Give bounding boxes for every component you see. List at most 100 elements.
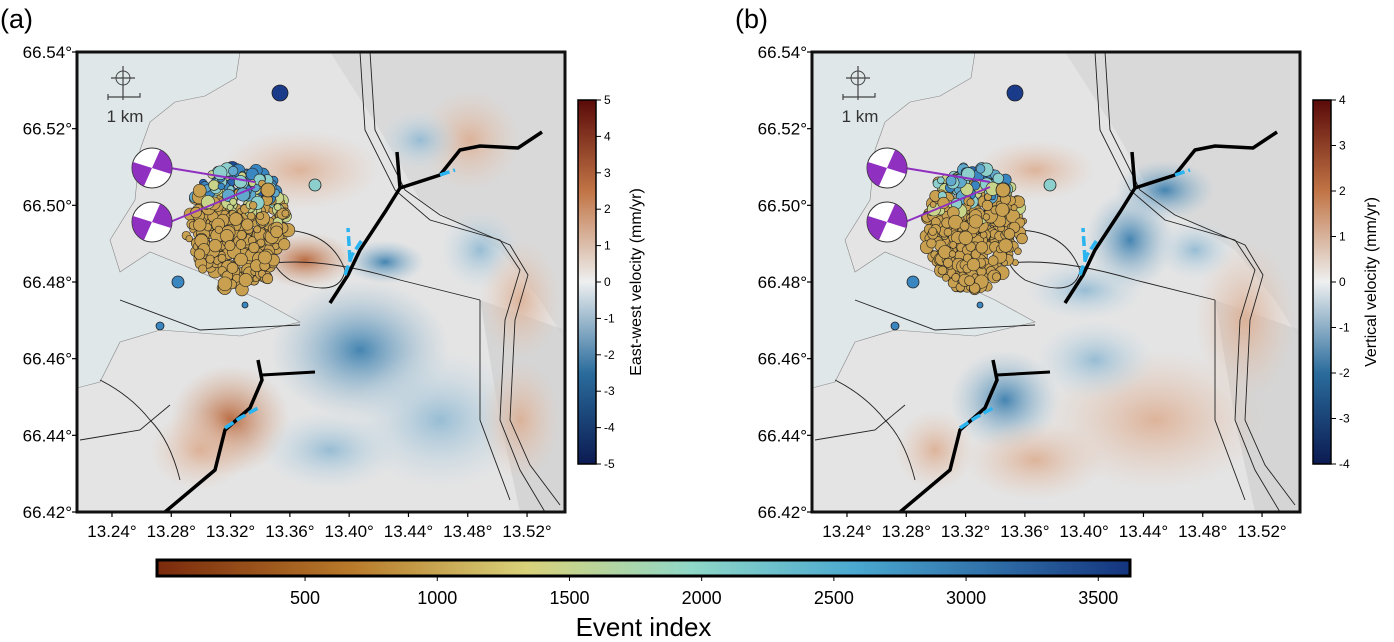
fault-outline [119,299,301,331]
colorbar-tick-label: -3 [604,384,615,398]
earthquake [198,264,208,274]
north-marker [107,66,141,100]
lon-tick-label: 13.32° [206,522,255,541]
colorbar-tick-label: 0 [604,275,611,289]
earthquake [938,245,952,259]
earthquake [948,250,957,258]
earthquake [217,182,225,191]
earthquake [229,212,243,226]
earthquake [249,201,258,210]
lat-tick-label: 66.52° [23,120,72,139]
earthquake [308,178,322,192]
beachball-quadrant [132,204,172,240]
earthquake [233,175,248,189]
panel: 1 km (b) 66.54° 66.52° 66.50° 66.48° 66.46° 66.… [735,4,1380,541]
earthquake [258,250,272,265]
lon-tick-label: 13.48° [443,522,492,541]
earthquake [193,248,206,260]
fault [1063,151,1137,304]
colorbar-label: East-west velocity (mm/yr) [628,188,645,376]
earthquake [270,225,283,239]
lon-tick-label: 13.36° [265,522,314,541]
earthquake [1010,204,1018,212]
earthquake [968,214,983,229]
colorbar-tick-label: 4 [1339,93,1346,107]
velocity-field [1025,260,1145,320]
lon-tick-label: 13.40° [324,522,373,541]
earthquake [193,218,207,232]
earthquake [959,221,970,231]
colorbar [155,558,1132,578]
map [77,52,565,512]
velocity-field [1035,320,1155,400]
earthquake [998,238,1013,253]
lat-tick-label: 66.50° [758,196,807,215]
earthquake [1016,232,1028,245]
colorbar-tick-label: 2 [604,202,611,216]
earthquake [992,272,1001,282]
earthquake [943,228,953,237]
colorbar [1312,99,1332,465]
event-colorbar: 500 1000 1500 2000 2500 3000 3500 Event index [155,558,1132,642]
earthquake [248,242,260,254]
velocity-field [895,410,975,490]
colorbar-tick-label: -3 [1339,412,1350,426]
beachball-quadrant [867,150,907,186]
earthquake [226,203,234,211]
earthquake [274,203,282,211]
earthquake [926,238,937,249]
colorbar [577,99,597,465]
connector [169,167,256,183]
earthquake [192,183,207,198]
velocity-field [380,110,460,170]
colorbar-tick-label: -5 [604,457,615,471]
lat-tick-label: 66.46° [23,350,72,369]
earthquake [155,321,165,331]
lat-tick-label: 66.48° [758,273,807,292]
earthquake [987,255,999,266]
lon-tick-label: 13.52° [1237,522,1286,541]
earthquake [281,209,290,218]
lat-tick-label: 66.42° [758,503,807,522]
colorbar-tick-label: 2000 [682,588,722,608]
earthquake [226,262,239,274]
earthquake [253,225,262,234]
earthquake [966,198,975,207]
earthquake [241,301,249,309]
earthquake [982,213,990,221]
fault-segment [1078,239,1099,276]
earthquake [975,241,988,254]
earthquake [964,275,975,287]
velocity-field [480,360,560,480]
fault-outline [359,52,546,512]
scale-label: 1 km [842,107,879,126]
earthquake [966,258,981,272]
earthquake [208,239,222,253]
fault-segment [959,406,994,430]
lat-tick-label: 66.48° [23,273,72,292]
fault [1134,130,1278,190]
colorbar-tick-label: 500 [290,588,320,608]
fault-segment [1174,168,1191,177]
fault-segment [1081,227,1087,261]
fault-outline [1104,52,1296,506]
fault-outline [369,52,561,506]
earthquake [949,241,957,249]
earthquake [1014,247,1022,255]
map [812,52,1300,512]
colorbar-label: Event index [576,612,712,642]
fault [996,370,1051,377]
fault-outline [99,379,181,481]
colorbar-tick-label: 1 [1339,230,1346,244]
earthquake [906,275,920,289]
fault-outline [1094,52,1281,512]
earthquake [217,276,233,291]
colorbar-tick-label: 4 [604,129,611,143]
earthquake [256,212,265,220]
fault [399,130,543,190]
fault [261,370,316,377]
north-marker [842,66,876,100]
earthquake [236,230,247,240]
fault-segment [346,227,352,261]
earthquake [241,218,254,231]
